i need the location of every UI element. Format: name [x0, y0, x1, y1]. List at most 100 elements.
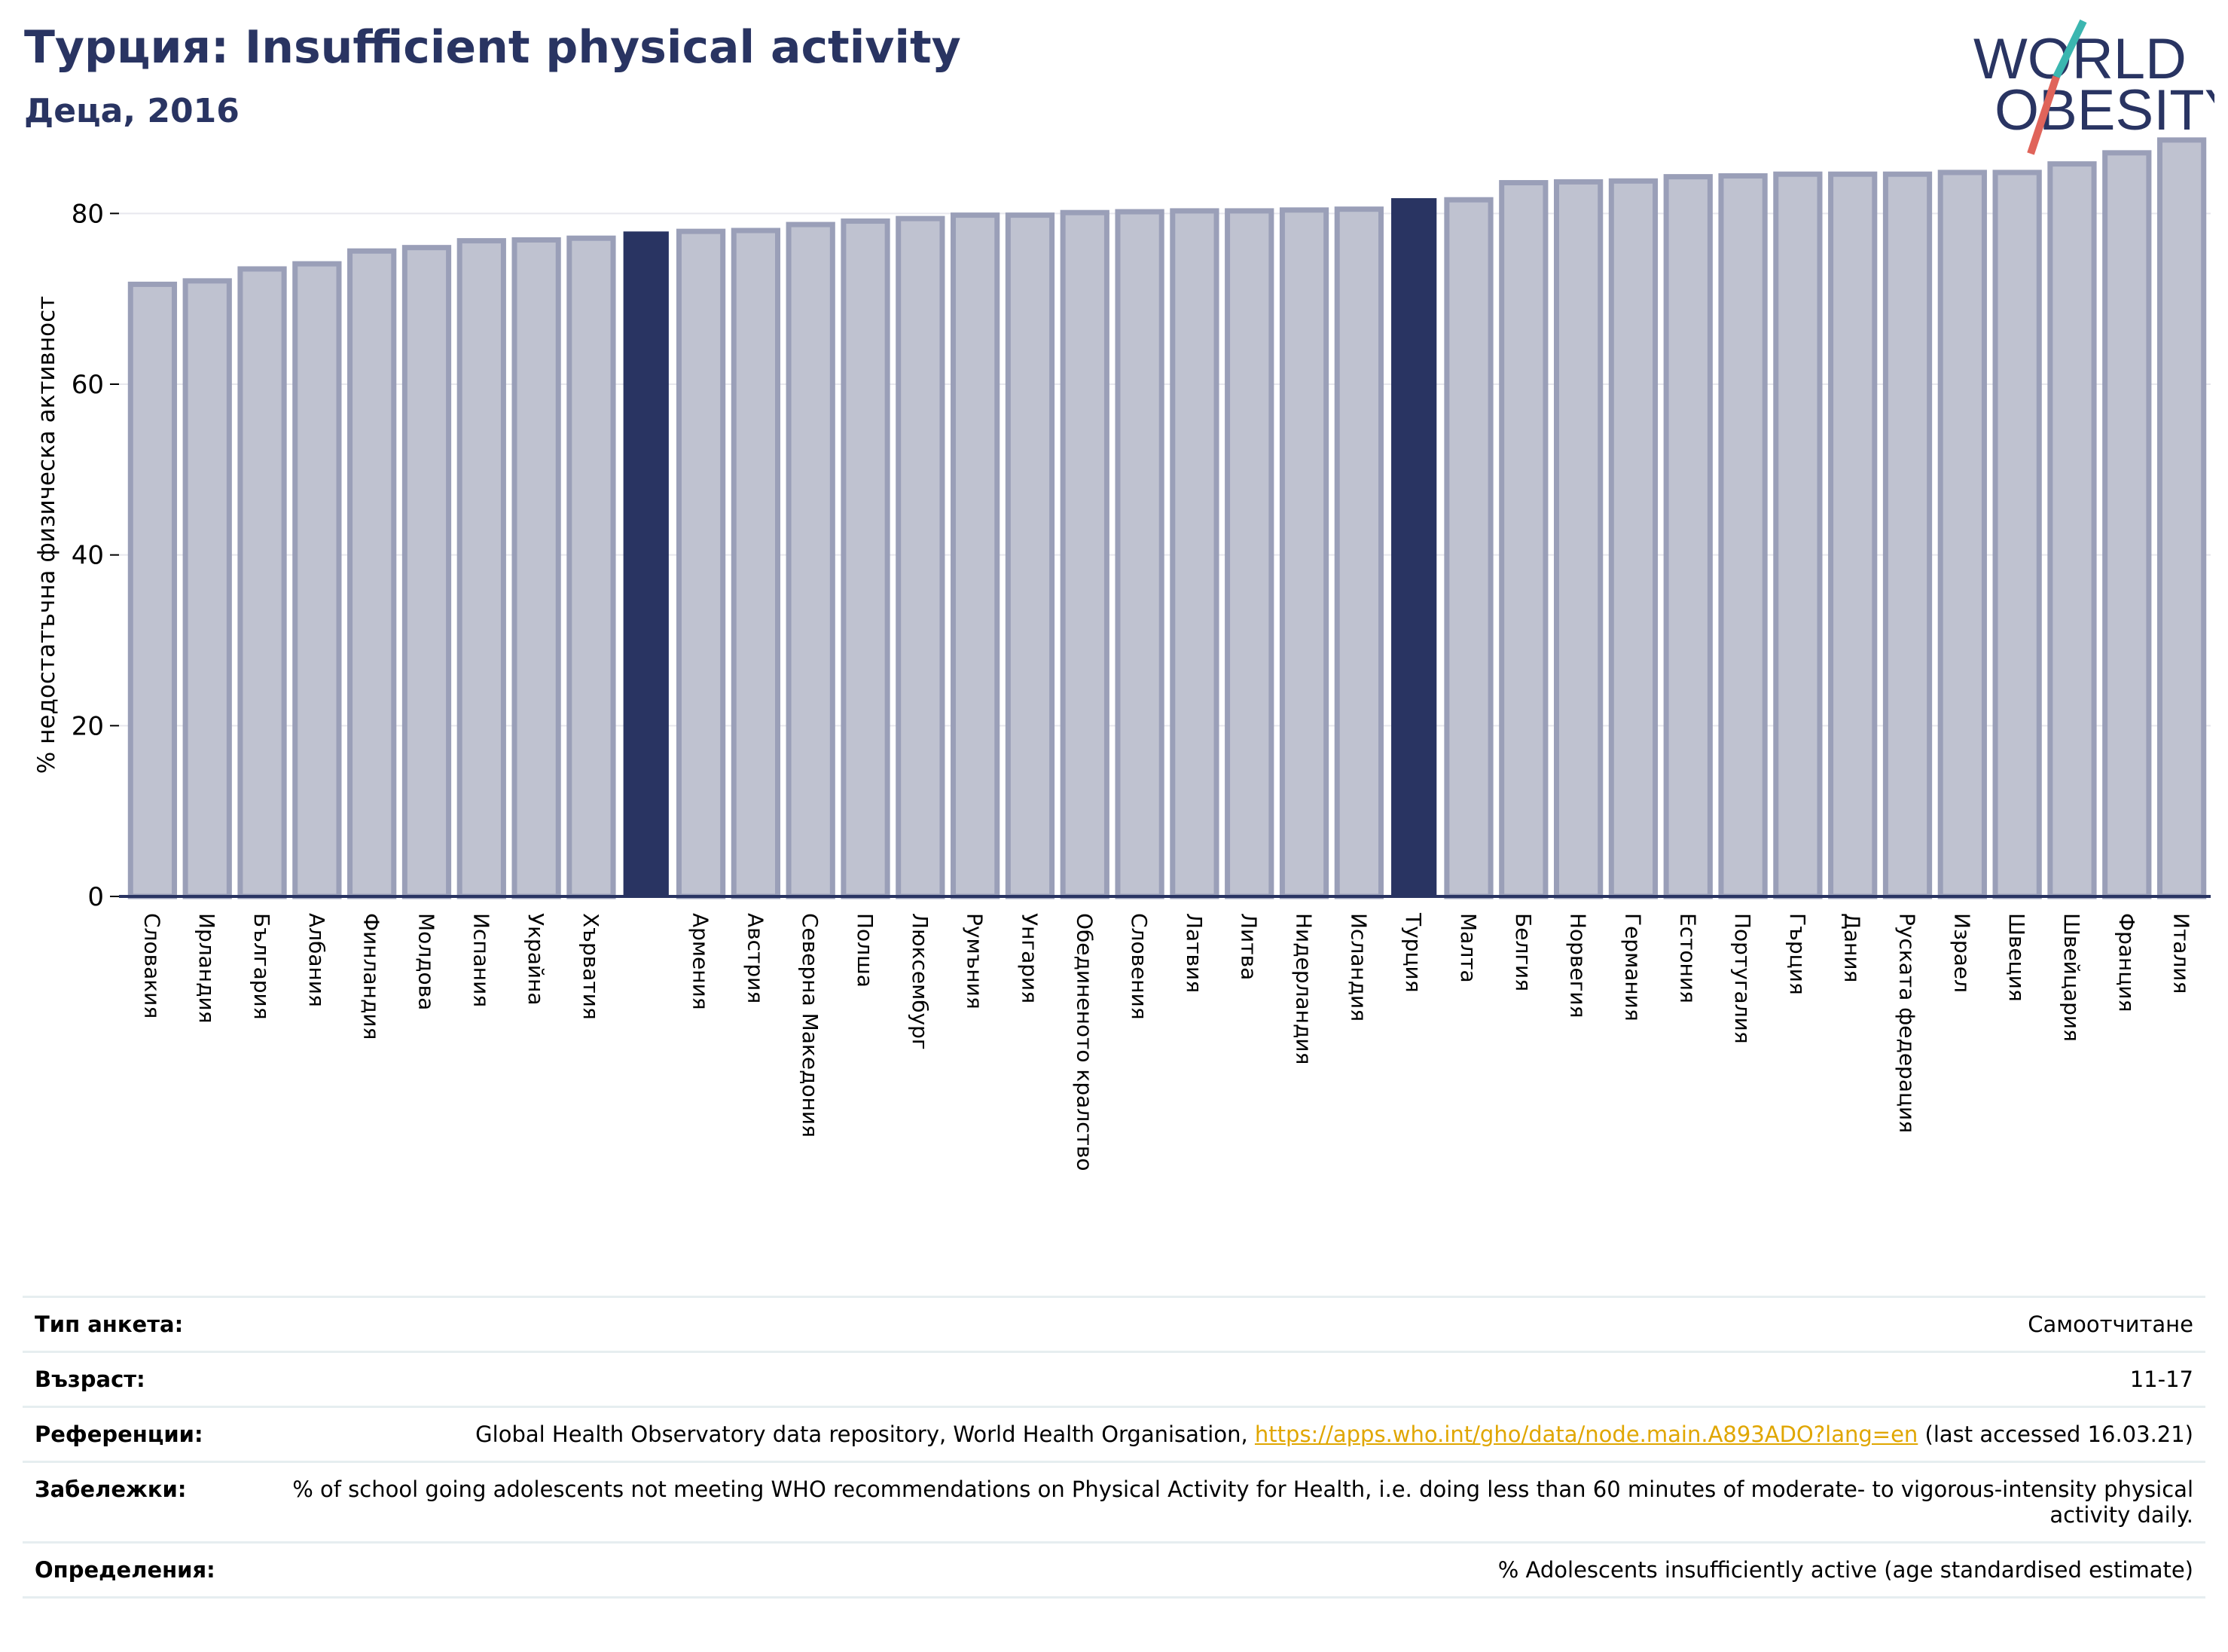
y-tick-label: 60: [72, 370, 104, 400]
bar-Австрия: [731, 227, 781, 899]
notes-label: Забележки:: [35, 1476, 187, 1502]
bar-Швейцария: [2047, 161, 2097, 899]
bar-Словакия: [127, 281, 178, 899]
bar-България: [237, 266, 287, 899]
x-tick-label: Словакия: [139, 913, 164, 1018]
y-axis-label: % недостатъчна физическа активност: [33, 296, 60, 774]
definitions-label: Определения:: [35, 1557, 215, 1583]
x-tick-label: Белгия: [1511, 913, 1536, 991]
references-link[interactable]: https://apps.who.int/gho/data/node.main.…: [1254, 1421, 1918, 1447]
bar-Испания: [456, 238, 506, 899]
x-tick-label: Румъния: [963, 913, 987, 1009]
x-tick-label: Франция: [2114, 913, 2139, 1012]
references-label: Референции:: [35, 1421, 203, 1447]
x-tick-label: Албания: [304, 913, 329, 1007]
logo-slash-teal: [2053, 19, 2087, 79]
x-tick-label: Швейцария: [2059, 913, 2084, 1042]
bar-Израел: [1937, 169, 1987, 899]
notes-row: Забележки: % of school going adolescents…: [23, 1461, 2205, 1541]
x-tick-label: Нидерландия: [1292, 913, 1317, 1064]
page-title: Турция: Insufficient physical activity: [24, 21, 961, 74]
x-tick-label: Северна Македония: [798, 913, 823, 1137]
bar-Северна Македония: [786, 221, 835, 899]
survey-type-label: Тип анкета:: [35, 1312, 184, 1337]
x-tick-label: Испания: [468, 913, 493, 1007]
x-tick-label: Литва: [1237, 913, 1262, 980]
x-tick-label: България: [249, 913, 274, 1020]
references-accessed: (last accessed 16.03.21): [1918, 1421, 2194, 1447]
world-obesity-logo: WORLD OBESITY: [1973, 19, 2214, 155]
x-tick-label: Латвия: [1182, 913, 1207, 993]
references-row: Референции: Global Health Observatory da…: [23, 1406, 2205, 1461]
bar-Германия: [1608, 178, 1659, 899]
bar-Ирландия: [182, 278, 232, 899]
logo-slash-red: [2027, 75, 2060, 155]
references-value: Global Health Observatory data repositor…: [203, 1421, 2193, 1447]
bar-unlabeled: [623, 231, 669, 897]
age-label: Възраст:: [35, 1366, 145, 1392]
x-tick-label: Португалия: [1730, 913, 1755, 1044]
bar-Словения: [1115, 209, 1164, 899]
x-tick-label: Хърватия: [578, 913, 603, 1020]
x-tick-label: Малта: [1456, 913, 1481, 983]
bar-Армения: [676, 228, 726, 899]
x-tick-label: Украйна: [523, 913, 548, 1006]
bar-Латвия: [1170, 208, 1219, 899]
x-tick-label: Молдова: [414, 913, 438, 1010]
x-tick-label: Дания: [1840, 913, 1865, 982]
x-tick-label: Исландия: [1346, 913, 1371, 1021]
definitions-row: Определения: % Adolescents insufficientl…: [23, 1541, 2205, 1599]
x-tick-label: Обединеното кралство: [1072, 913, 1097, 1171]
bar-chart: 0 20 40 60 80 % недостатъчна физическа активн…: [33, 137, 2211, 1171]
x-tick-label: Швеция: [2004, 913, 2029, 1002]
x-tick-label: Италия: [2169, 913, 2194, 994]
bar-Албания: [292, 261, 342, 899]
y-tick-label: 80: [72, 199, 104, 229]
bar-Молдова: [401, 245, 452, 899]
bar-Нидерландия: [1279, 207, 1329, 899]
bar-Белгия: [1499, 180, 1549, 899]
definitions-value: % Adolescents insufficiently active (age…: [1497, 1557, 2193, 1583]
page-subtitle: Деца, 2016: [24, 92, 240, 130]
bar-Руската федерация: [1882, 171, 1933, 899]
bar-Естония: [1663, 174, 1713, 899]
survey-type-row: Тип анкета: Самоотчитане: [23, 1296, 2205, 1351]
x-tick-label: Финландия: [359, 913, 384, 1040]
bar-Португалия: [1718, 173, 1768, 899]
x-tick-label: Ирландия: [194, 913, 219, 1023]
bar-Люксембург: [896, 215, 945, 899]
bar-Хърватия: [566, 235, 616, 899]
x-tick-label: Словения: [1127, 913, 1152, 1020]
bar-Финландия: [347, 248, 397, 899]
references-text: Global Health Observatory data repositor…: [475, 1421, 1255, 1447]
notes-value: % of school going adolescents not meetin…: [292, 1476, 2193, 1528]
y-tick-label: 40: [72, 541, 104, 571]
bar-Турция: [1391, 198, 1437, 898]
x-tick-label: Унгария: [1017, 913, 1042, 1003]
x-tick-label: Люксембург: [908, 913, 932, 1050]
bar-Франция: [2102, 150, 2152, 899]
age-value: 11-17: [2129, 1366, 2193, 1392]
x-tick-label: Гърция: [1785, 913, 1810, 995]
x-tick-label: Турция: [1401, 912, 1426, 993]
bar-Норвегия: [1553, 179, 1604, 899]
bar-Италия: [2156, 137, 2207, 899]
bar-Румъния: [951, 212, 1000, 899]
bar-Малта: [1444, 197, 1494, 899]
x-tick-label: Израел: [1949, 913, 1974, 993]
survey-type-value: Самоотчитане: [2028, 1312, 2193, 1337]
x-tick-label: Руската федерация: [1895, 913, 1920, 1133]
x-tick-label: Норвегия: [1566, 913, 1591, 1018]
bar-Полша: [841, 218, 890, 899]
logo-line1: WORLD: [1973, 27, 2187, 91]
age-row: Възраст: 11-17: [23, 1351, 2205, 1406]
bar-Литва: [1225, 208, 1274, 899]
x-tick-label: Армения: [688, 913, 713, 1010]
y-tick-label: 0: [87, 882, 104, 912]
x-tick-label: Германия: [1620, 913, 1645, 1021]
metadata-table: Тип анкета: Самоотчитане Възраст: 11-17 …: [23, 1296, 2205, 1599]
bar-Гърция: [1773, 171, 1823, 899]
bar-Швеция: [1992, 169, 2042, 899]
logo-line2: OBESITY: [1995, 78, 2214, 142]
bar-Дания: [1828, 171, 1878, 899]
